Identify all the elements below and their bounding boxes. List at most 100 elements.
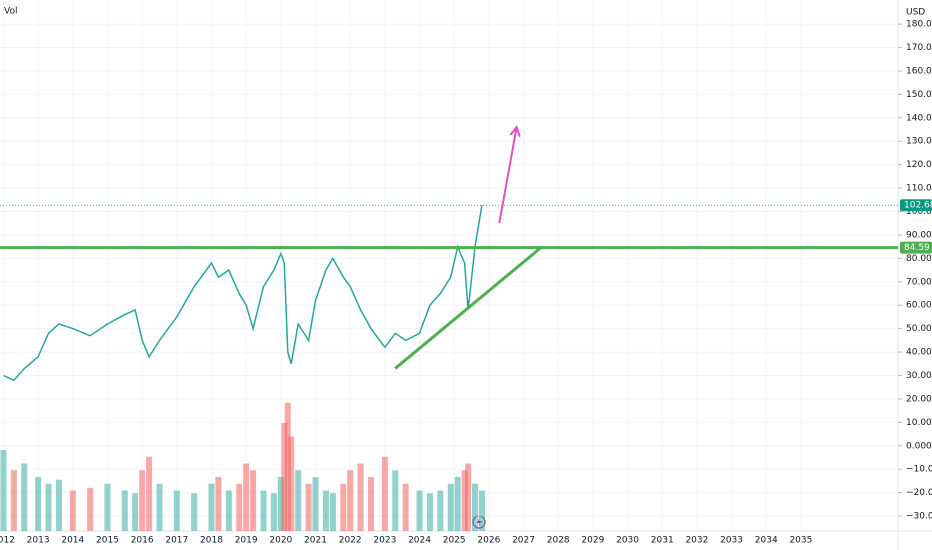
volume-bar (478, 490, 485, 531)
level-label: 84.59 (904, 243, 930, 253)
volume-bar (437, 490, 444, 531)
volume-bar (260, 490, 267, 531)
y-tick-label: 150.00 (906, 90, 932, 100)
arrow-head (509, 125, 521, 138)
volume-bar (329, 493, 336, 531)
volume-bar (357, 463, 364, 531)
x-tick-label: 2019 (235, 536, 258, 546)
volume-bar (21, 463, 28, 531)
y-tick-label: 50.00 (906, 324, 932, 334)
volume-bar (139, 470, 146, 531)
x-tick-label: 2017 (165, 536, 188, 546)
volume-bar (208, 483, 215, 531)
volume-bar (284, 402, 291, 531)
y-tick-label: 130.00 (906, 137, 932, 147)
volume-bar (146, 456, 153, 531)
x-tick-label: 2015 (96, 536, 119, 546)
volume-bar (416, 490, 423, 531)
arrow-shaft (498, 127, 518, 224)
volume-bar (288, 436, 295, 531)
y-tick-label: 170.00 (906, 43, 932, 53)
x-tick-label: 2016 (131, 536, 154, 546)
y-tick-label: −10.00 (906, 465, 932, 475)
x-tick-label: 2032 (685, 536, 708, 546)
x-tick-label: 2012 (0, 536, 15, 546)
volume-bar (281, 423, 288, 531)
x-tick-label: 2023 (373, 536, 396, 546)
y-tick-label: 180.00 (906, 20, 932, 30)
volume-bar (465, 463, 472, 531)
volume-bar (392, 470, 399, 531)
volume-bar (225, 490, 232, 531)
volume-bar (447, 483, 454, 531)
y-tick-label: 0.0000 (906, 441, 932, 451)
volume-bar (340, 483, 347, 531)
volume-bar (69, 490, 76, 531)
x-tick-label: 2020 (269, 536, 292, 546)
volume-bar (45, 483, 52, 531)
volume-bar (156, 483, 163, 531)
volume-bar (381, 456, 388, 531)
y-tick-label: 80.00 (906, 254, 932, 264)
volume-bar (35, 477, 42, 531)
y-tick-label: −30.00 (906, 512, 932, 522)
volume-bar (426, 493, 433, 531)
volume-bar (347, 470, 354, 531)
y-tick-label: 110.00 (906, 184, 932, 194)
volume-bar (215, 477, 222, 531)
x-tick-label: 2026 (477, 536, 500, 546)
volume-bar (270, 493, 277, 531)
y-tick-label: 60.00 (906, 301, 932, 311)
volume-bar (236, 483, 243, 531)
volume-bar (55, 479, 62, 531)
volume-bar (277, 477, 284, 531)
volume-bar (132, 493, 139, 531)
volume-label: Vol (4, 7, 17, 17)
y-tick-label: 40.00 (906, 348, 932, 358)
currency-label: USD (906, 8, 925, 18)
volume-bar (104, 483, 111, 531)
volume-bar (472, 483, 479, 531)
volume-bar (322, 490, 329, 531)
volume-bar (454, 477, 461, 531)
y-tick-label: 100.00 (906, 207, 932, 217)
y-tick-label: 30.00 (906, 371, 932, 381)
y-tick-label: 160.00 (906, 66, 932, 76)
x-tick-label: 2027 (512, 536, 535, 546)
price-line (3, 205, 483, 382)
y-tick-label: 70.00 (906, 277, 932, 287)
volume-bar (461, 470, 468, 531)
volume-bar (305, 483, 312, 531)
x-tick-label: 2022 (339, 536, 362, 546)
volume-bar (191, 493, 198, 531)
x-tick-label: 2024 (408, 536, 431, 546)
trendline (394, 246, 542, 370)
volume-bar (402, 483, 409, 531)
volume-bar (121, 490, 128, 531)
y-tick-label: −20.00 (906, 488, 932, 498)
volume-bar (173, 490, 180, 531)
level-badge (900, 241, 932, 254)
x-tick-label: 2029 (581, 536, 604, 546)
x-tick-label: 2021 (304, 536, 327, 546)
x-tick-label: 2014 (61, 536, 84, 546)
volume-bar (250, 470, 257, 531)
y-tick-label: 120.00 (906, 160, 932, 170)
volume-bar (87, 487, 94, 531)
y-tick-label: 90.00 (906, 230, 932, 240)
volume-bar (243, 463, 250, 531)
volume-bar (0, 450, 7, 531)
last-price-badge (900, 199, 932, 212)
volume-bar (367, 477, 374, 531)
x-tick-label: 2030 (616, 536, 639, 546)
x-tick-label: 2028 (547, 536, 570, 546)
y-tick-label: 140.00 (906, 113, 932, 123)
x-tick-label: 2013 (27, 536, 50, 546)
x-tick-label: 2031 (651, 536, 674, 546)
y-tick-label: 10.00 (906, 418, 932, 428)
x-tick-label: 2025 (443, 536, 466, 546)
volume-bar (10, 470, 17, 531)
volume-bar (312, 477, 319, 531)
x-tick-label: 2018 (200, 536, 223, 546)
